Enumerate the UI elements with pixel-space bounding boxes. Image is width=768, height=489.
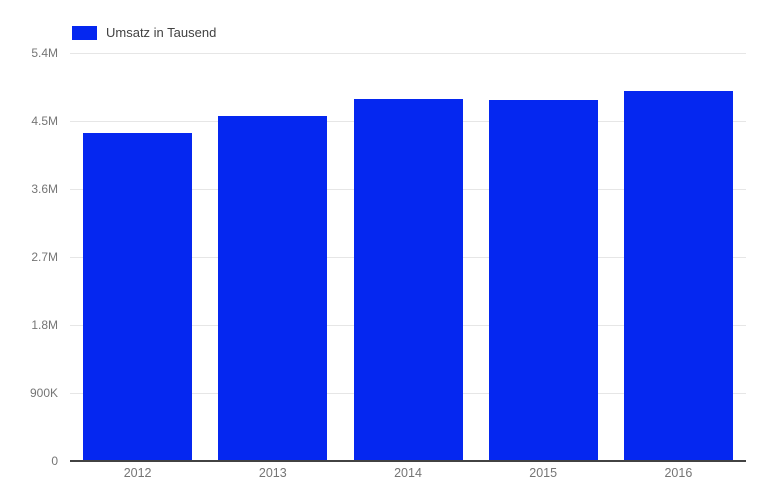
y-tick-label-3.6M: 3.6M: [31, 182, 58, 196]
y-tick-label-5.4M: 5.4M: [31, 46, 58, 60]
gridline: [70, 52, 746, 54]
y-tick-label-2.7M: 2.7M: [31, 250, 58, 264]
x-axis-labels: 2012 2013 2014 2015 2016: [70, 466, 746, 482]
y-tick-label-1.8M: 1.8M: [31, 318, 58, 332]
bar-2016[interactable]: [623, 90, 733, 461]
x-tick-label-2015: 2015: [529, 466, 558, 480]
legend-label: Umsatz in Tausend: [106, 25, 217, 40]
y-tick-label-4.5M: 4.5M: [31, 114, 58, 128]
y-axis-labels: 0 900K 1.8M 2.7M 3.6M 4.5M 5.4M: [0, 46, 58, 468]
x-tick-label-2014: 2014: [394, 466, 422, 480]
x-tick-label-2012: 2012: [123, 466, 152, 480]
bar-2013[interactable]: [218, 116, 328, 461]
bar-2015[interactable]: [488, 99, 598, 461]
y-tick-label-0: 0: [51, 454, 58, 468]
x-tick-label-2013: 2013: [258, 466, 287, 480]
bar-2014[interactable]: [353, 99, 463, 461]
legend-swatch-icon: [72, 26, 97, 40]
x-axis-baseline: [70, 460, 746, 462]
plot-area: [70, 52, 746, 462]
y-tick-label-900K: 900K: [29, 386, 58, 400]
x-tick-label-2016: 2016: [664, 466, 693, 480]
legend-item[interactable]: Umsatz in Tausend: [72, 26, 216, 40]
bar-2012[interactable]: [83, 133, 193, 461]
